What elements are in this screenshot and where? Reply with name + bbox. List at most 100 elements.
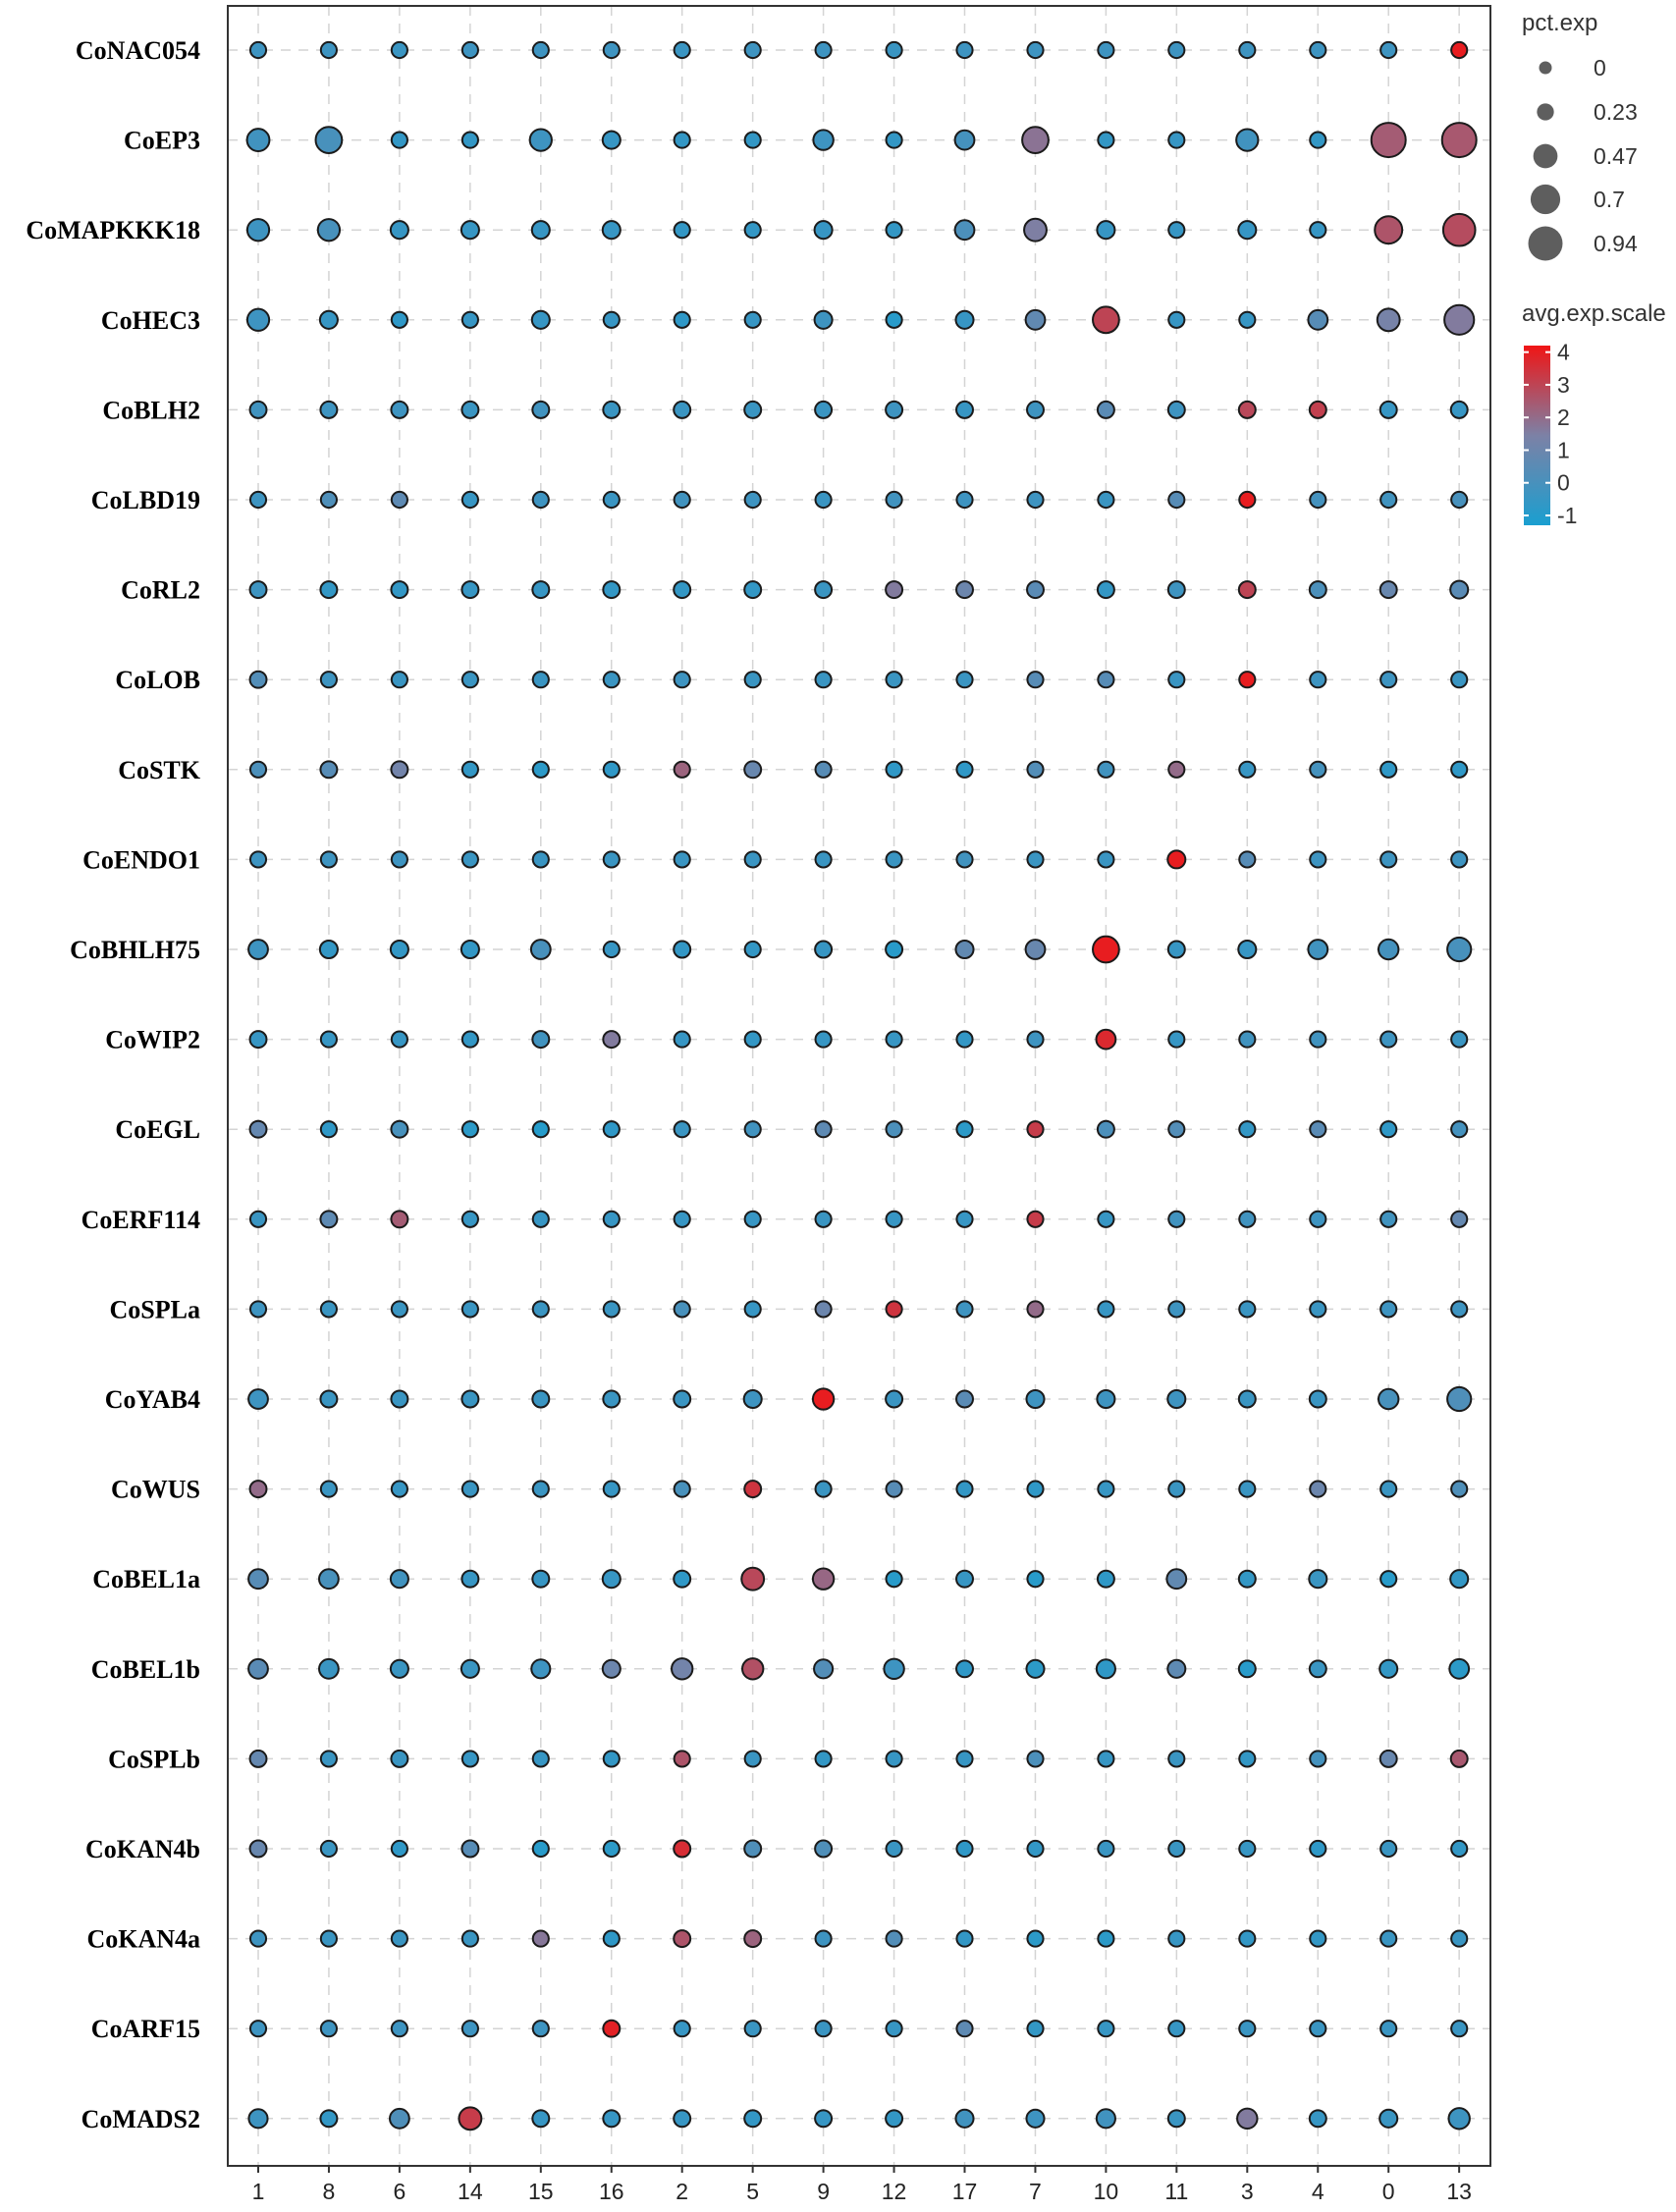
dot-CoBHLH75-cluster-6 bbox=[389, 939, 409, 960]
dot-CoLBD19-cluster-14 bbox=[460, 490, 479, 510]
dot-CoKAN4b-cluster-15 bbox=[531, 1839, 550, 1859]
dot-CoWUS-cluster-12 bbox=[885, 1480, 903, 1498]
dot-CoSPLa-cluster-6 bbox=[390, 1300, 408, 1319]
dot-CoBEL1b-cluster-12 bbox=[883, 1657, 905, 1681]
dot-CoARF15-cluster-1 bbox=[248, 2020, 268, 2038]
dot-CoBHLH75-cluster-17 bbox=[954, 939, 975, 960]
cluster-label-2: 2 bbox=[676, 2179, 688, 2204]
dot-CoRL2-cluster-9 bbox=[814, 580, 834, 600]
dot-CoARF15-cluster-14 bbox=[460, 2020, 479, 2038]
dot-CoEGL-cluster-9 bbox=[814, 1120, 833, 1139]
dot-CoMADS2-cluster-16 bbox=[602, 2109, 622, 2129]
dot-CoMADS2-cluster-4 bbox=[1308, 2109, 1327, 2129]
size-legend-dot bbox=[1537, 103, 1554, 121]
dot-CoARF15-cluster-8 bbox=[319, 2020, 338, 2038]
dot-CoLOB-cluster-12 bbox=[885, 671, 903, 689]
dot-CoSPLb-cluster-2 bbox=[673, 1750, 691, 1768]
dot-CoHEC3-cluster-16 bbox=[602, 310, 621, 329]
dot-CoBHLH75-cluster-0 bbox=[1377, 938, 1400, 961]
dot-CoLOB-cluster-0 bbox=[1379, 671, 1398, 689]
dot-CoSTK-cluster-7 bbox=[1026, 760, 1045, 779]
dot-CoBHLH75-cluster-16 bbox=[602, 940, 621, 959]
gene-label-CoMADS2: CoMADS2 bbox=[81, 2105, 200, 2133]
dot-CoENDO1-cluster-17 bbox=[955, 850, 974, 869]
dot-CoSTK-cluster-15 bbox=[531, 760, 550, 779]
dot-CoBEL1a-cluster-4 bbox=[1308, 1569, 1328, 1590]
dot-CoERF114-cluster-6 bbox=[390, 1210, 409, 1229]
dot-CoMADS2-cluster-17 bbox=[954, 2108, 975, 2129]
dot-CoENDO1-cluster-6 bbox=[390, 850, 408, 869]
cluster-label-9: 9 bbox=[817, 2179, 830, 2204]
cluster-label-14: 14 bbox=[458, 2179, 483, 2204]
size-legend-label: 0 bbox=[1594, 55, 1606, 81]
dot-CoLBD19-cluster-13 bbox=[1450, 490, 1469, 510]
dot-CoERF114-cluster-17 bbox=[955, 1210, 974, 1228]
dot-CoBEL1a-cluster-7 bbox=[1026, 1570, 1045, 1589]
dot-CoBEL1a-cluster-17 bbox=[955, 1569, 974, 1589]
dot-CoEP3-cluster-11 bbox=[1167, 131, 1186, 149]
dot-CoHEC3-cluster-4 bbox=[1307, 308, 1329, 331]
dot-CoBEL1a-cluster-14 bbox=[460, 1569, 480, 1589]
dot-CoMADS2-cluster-7 bbox=[1025, 2108, 1046, 2129]
dot-CoLBD19-cluster-6 bbox=[390, 490, 408, 510]
dot-CoBEL1b-cluster-6 bbox=[389, 1658, 409, 1679]
cluster-label-11: 11 bbox=[1164, 2179, 1188, 2204]
dot-CoARF15-cluster-13 bbox=[1450, 2020, 1469, 2038]
cluster-label-13: 13 bbox=[1446, 2179, 1472, 2204]
dot-CoKAN4b-cluster-11 bbox=[1167, 1839, 1186, 1859]
dot-CoSPLa-cluster-8 bbox=[319, 1300, 338, 1319]
dot-CoBLH2-cluster-4 bbox=[1308, 400, 1327, 419]
dot-CoNAC054-cluster-8 bbox=[319, 40, 338, 60]
dot-CoMADS2-cluster-14 bbox=[458, 2106, 483, 2131]
dot-CoWUS-cluster-11 bbox=[1167, 1480, 1186, 1498]
dot-CoLBD19-cluster-9 bbox=[814, 490, 833, 510]
dot-CoKAN4a-cluster-13 bbox=[1450, 1929, 1469, 1948]
dot-CoWUS-cluster-0 bbox=[1379, 1480, 1398, 1498]
dot-CoSPLb-cluster-16 bbox=[602, 1750, 621, 1768]
dot-CoEP3-cluster-15 bbox=[528, 128, 553, 152]
dot-CoENDO1-cluster-11 bbox=[1166, 849, 1187, 870]
dot-CoBLH2-cluster-17 bbox=[955, 400, 974, 419]
dot-CoSPLb-cluster-7 bbox=[1026, 1750, 1045, 1768]
cluster-label-0: 0 bbox=[1382, 2179, 1395, 2204]
plot-panel-border bbox=[227, 5, 1491, 2167]
dot-CoHEC3-cluster-11 bbox=[1167, 310, 1186, 329]
dot-CoWIP2-cluster-3 bbox=[1238, 1030, 1257, 1049]
dot-CoRL2-cluster-5 bbox=[743, 580, 763, 600]
dot-CoERF114-cluster-14 bbox=[460, 1210, 479, 1228]
dot-CoENDO1-cluster-10 bbox=[1097, 850, 1115, 869]
dot-CoKAN4a-cluster-3 bbox=[1238, 1929, 1257, 1948]
dot-CoARF15-cluster-3 bbox=[1238, 2020, 1257, 2038]
dot-CoBEL1b-cluster-8 bbox=[318, 1657, 340, 1680]
dot-CoEP3-cluster-3 bbox=[1235, 128, 1260, 152]
gene-label-CoENDO1: CoENDO1 bbox=[82, 845, 200, 874]
dot-CoHEC3-cluster-17 bbox=[954, 309, 975, 330]
dot-CoBHLH75-cluster-11 bbox=[1166, 940, 1186, 959]
dot-CoWUS-cluster-10 bbox=[1097, 1480, 1115, 1498]
dot-CoBLH2-cluster-12 bbox=[885, 400, 904, 419]
dot-CoKAN4b-cluster-4 bbox=[1309, 1839, 1327, 1859]
dot-CoLBD19-cluster-2 bbox=[673, 490, 691, 510]
dot-CoSTK-cluster-12 bbox=[885, 760, 903, 779]
dot-CoEGL-cluster-14 bbox=[460, 1120, 479, 1139]
dot-CoBEL1a-cluster-6 bbox=[389, 1569, 409, 1590]
dot-CoMADS2-cluster-10 bbox=[1095, 2108, 1116, 2130]
dot-CoENDO1-cluster-12 bbox=[885, 850, 903, 869]
dot-CoBEL1b-cluster-16 bbox=[601, 1658, 622, 1679]
dot-CoEGL-cluster-13 bbox=[1450, 1120, 1469, 1139]
dot-CoEGL-cluster-16 bbox=[602, 1120, 621, 1139]
dot-CoSPLa-cluster-2 bbox=[673, 1300, 691, 1319]
cluster-label-5: 5 bbox=[746, 2179, 759, 2204]
size-legend-label: 0.94 bbox=[1594, 231, 1638, 256]
dot-CoNAC054-cluster-9 bbox=[814, 40, 833, 60]
dot-CoMAPKKK18-cluster-17 bbox=[953, 219, 976, 242]
dot-CoERF114-cluster-1 bbox=[248, 1210, 268, 1228]
dot-CoSPLb-cluster-1 bbox=[248, 1749, 268, 1768]
dot-CoWIP2-cluster-14 bbox=[460, 1030, 479, 1049]
dot-CoARF15-cluster-15 bbox=[531, 2020, 550, 2038]
gene-label-CoKAN4a: CoKAN4a bbox=[86, 1925, 200, 1954]
dot-CoERF114-cluster-0 bbox=[1379, 1210, 1398, 1228]
dot-CoRL2-cluster-4 bbox=[1308, 580, 1327, 600]
size-legend-label: 0.23 bbox=[1594, 99, 1638, 125]
dot-CoLBD19-cluster-12 bbox=[885, 490, 903, 510]
